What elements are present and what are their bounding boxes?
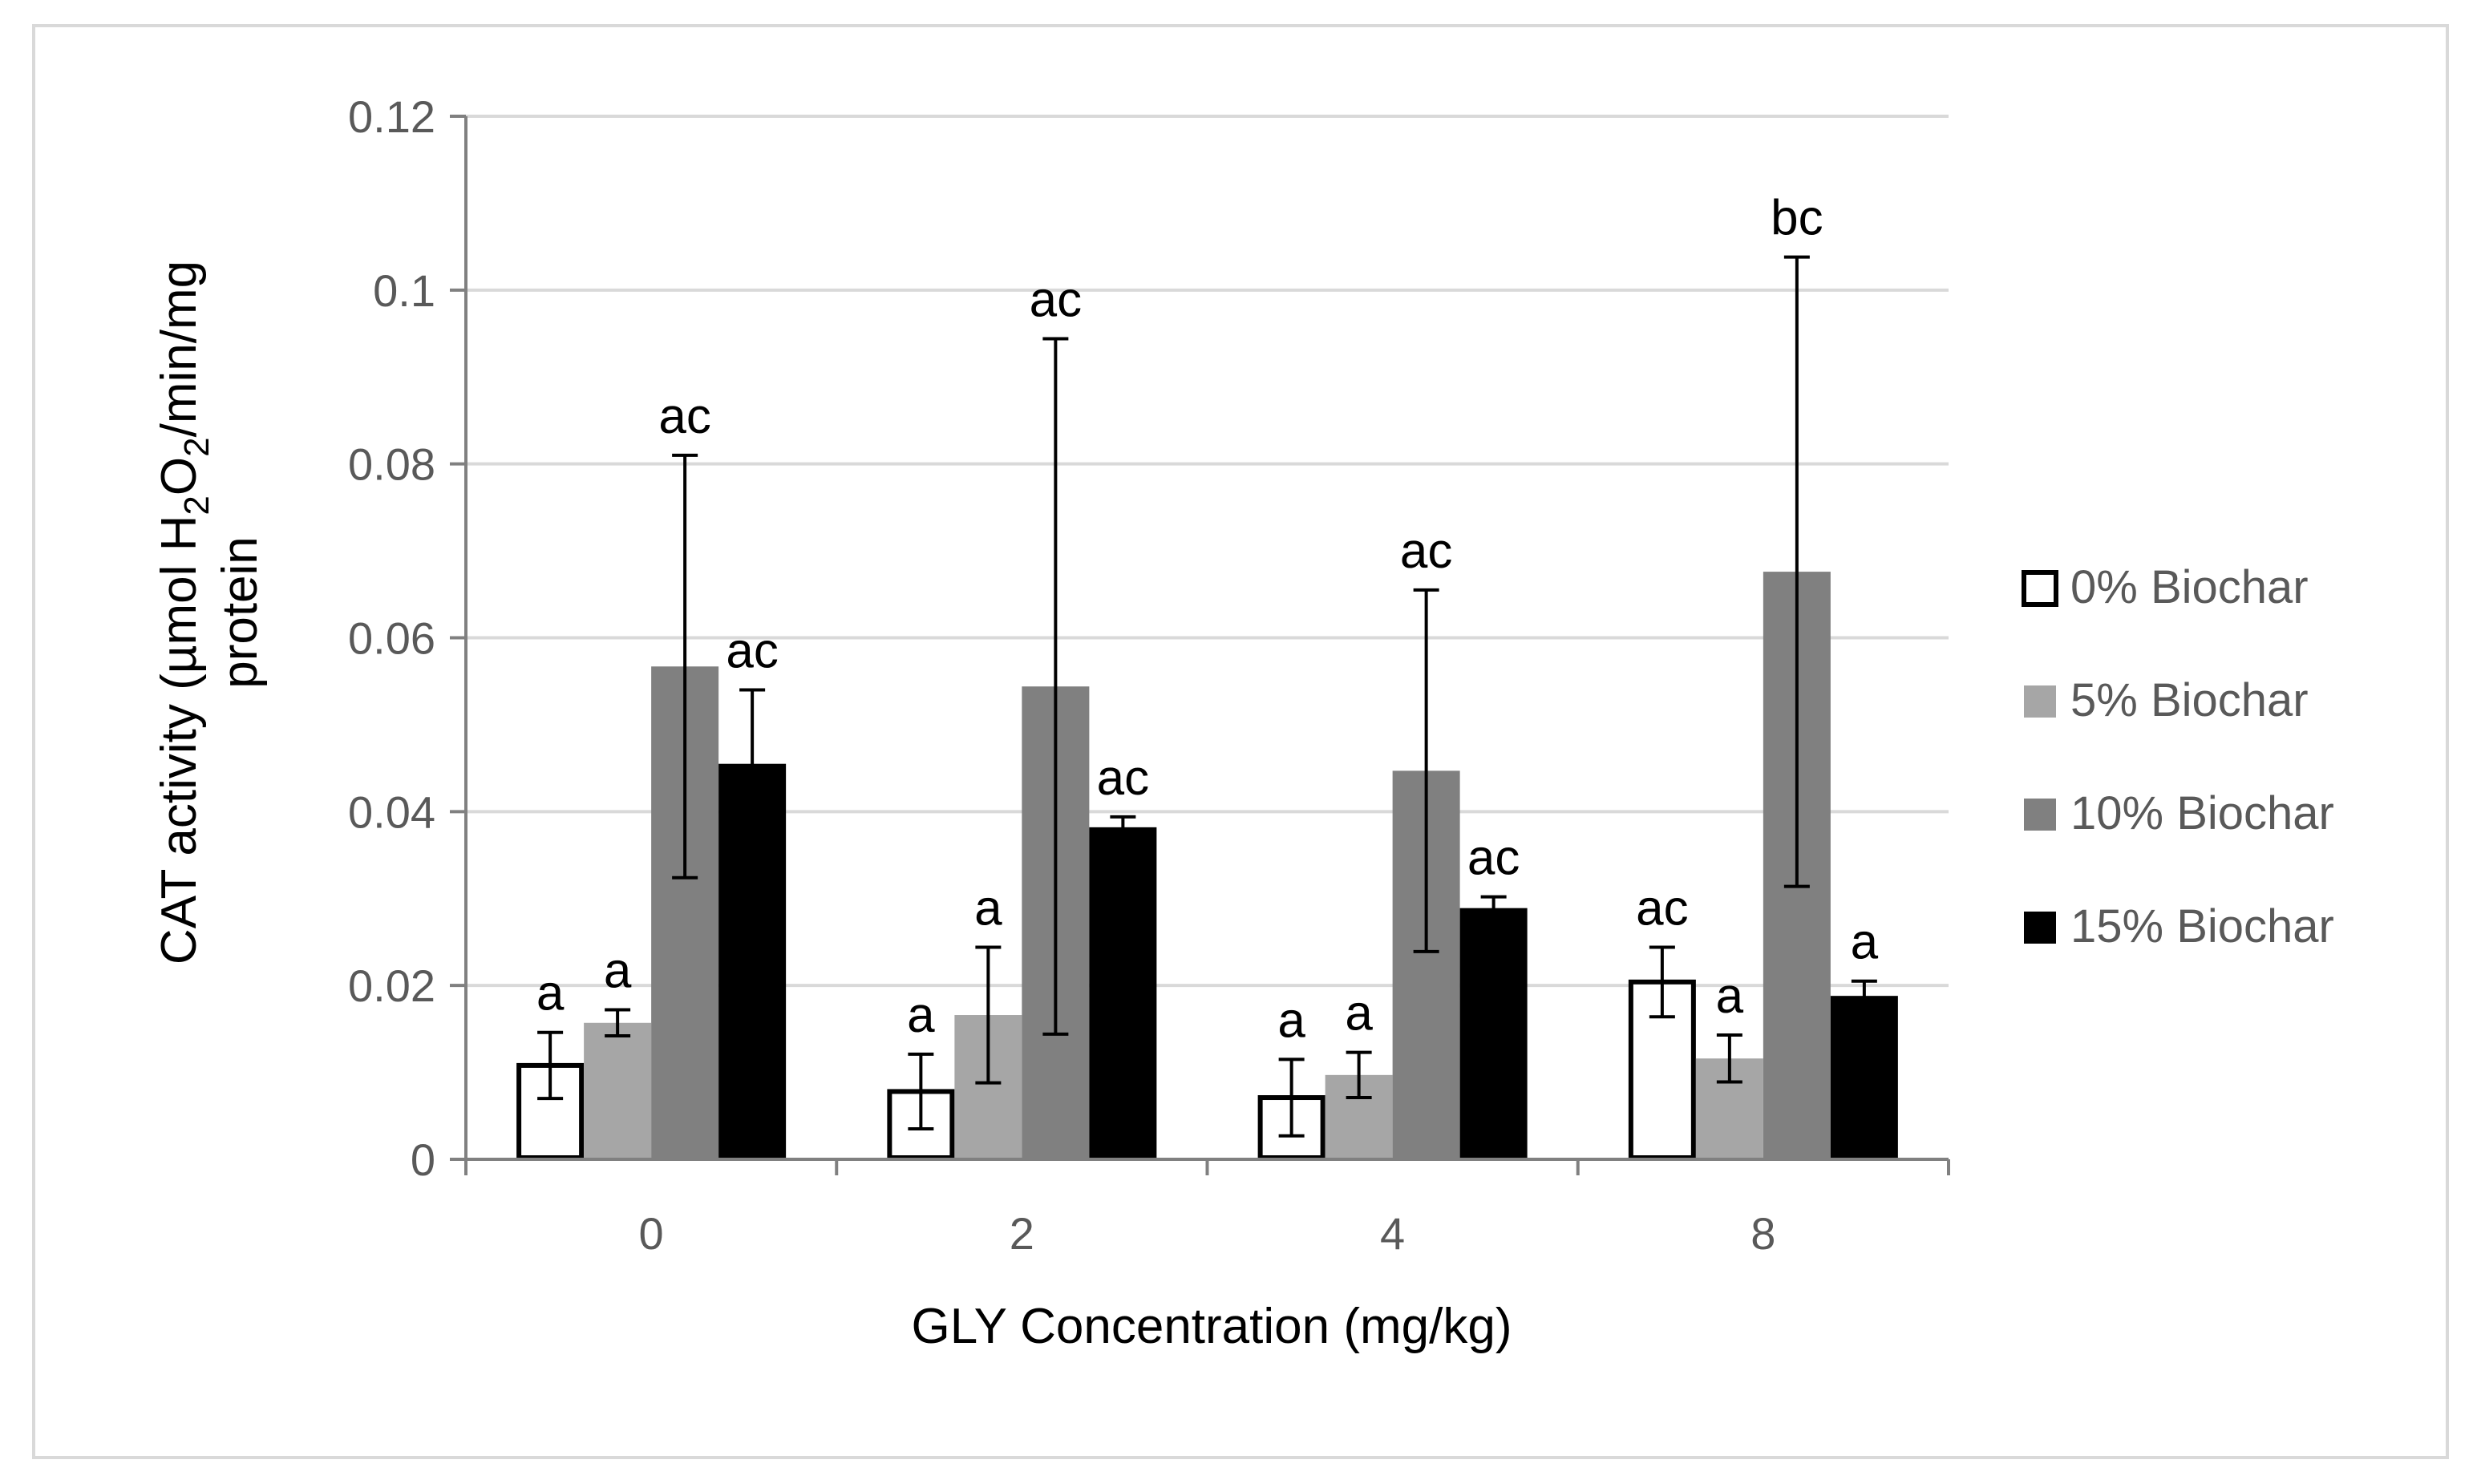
legend-swatch xyxy=(2024,685,2056,718)
x-tick-label: 8 xyxy=(1750,1208,1775,1259)
bar xyxy=(1459,908,1528,1159)
legend-label: 10% Biochar xyxy=(2070,787,2334,839)
legend-label: 0% Biochar xyxy=(2070,561,2309,613)
y-tick-label: 0.12 xyxy=(348,91,435,142)
x-tick-labels: 0 2 4 8 xyxy=(639,1208,1776,1259)
significance-label: ac xyxy=(658,389,710,444)
y-tick-labels: 0 0.02 0.04 0.06 0.08 0.1 0.12 xyxy=(348,91,435,1185)
y-tick-label: 0.08 xyxy=(348,439,435,490)
significance-label: a xyxy=(974,880,1002,936)
legend: 0% Biochar 5% Biochar 10% Biochar 15% Bioch… xyxy=(2022,561,2334,952)
x-tick-label: 0 xyxy=(639,1208,664,1259)
error-bars xyxy=(537,255,1877,1138)
significance-label: a xyxy=(604,944,632,999)
legend-swatch xyxy=(2024,912,2056,944)
bar xyxy=(1089,827,1157,1159)
y-axis-title-line2: protein xyxy=(212,536,268,689)
y-tick-label: 0.02 xyxy=(348,960,435,1011)
significance-label: a xyxy=(1277,993,1305,1048)
x-axis-title: GLY Concentration (mg/kg) xyxy=(912,1299,1512,1354)
x-tick-label: 2 xyxy=(1010,1208,1034,1259)
significance-label: ac xyxy=(1030,273,1082,328)
legend-swatch xyxy=(2024,799,2056,831)
significance-label: ac xyxy=(726,624,778,679)
y-axis-title-line1: CAT activity (µmol H2O2/min/mg xyxy=(152,261,217,964)
bar xyxy=(1830,996,1898,1159)
significance-label: ac xyxy=(1467,831,1520,886)
significance-label: ac xyxy=(1097,750,1149,806)
significance-label: a xyxy=(907,988,935,1043)
significance-label: ac xyxy=(1636,880,1688,936)
significance-label: a xyxy=(1716,968,1744,1024)
axes xyxy=(450,115,1950,1175)
legend-label: 5% Biochar xyxy=(2070,674,2309,726)
y-axis-title: CAT activity (µmol H2O2/min/mg protein xyxy=(152,261,268,964)
y-tick-label: 0.06 xyxy=(348,613,435,664)
significance-label: ac xyxy=(1400,524,1452,579)
chart-frame: a a ac ac a a ac ac a a ac ac ac a bc a 0 0.02 0.04 0.06 0.… xyxy=(32,24,2449,1459)
x-tick-label: 4 xyxy=(1380,1208,1405,1259)
y-tick-label: 0.1 xyxy=(373,265,435,316)
y-tick-label: 0.04 xyxy=(348,786,435,837)
legend-swatch xyxy=(2022,570,2058,607)
y-tick-label: 0 xyxy=(411,1134,435,1185)
legend-label: 15% Biochar xyxy=(2070,900,2334,952)
significance-label: a xyxy=(536,966,565,1021)
significance-label: a xyxy=(1345,986,1373,1041)
bar xyxy=(584,1022,652,1159)
significance-label: a xyxy=(1851,915,1879,970)
significance-label: bc xyxy=(1771,191,1823,246)
